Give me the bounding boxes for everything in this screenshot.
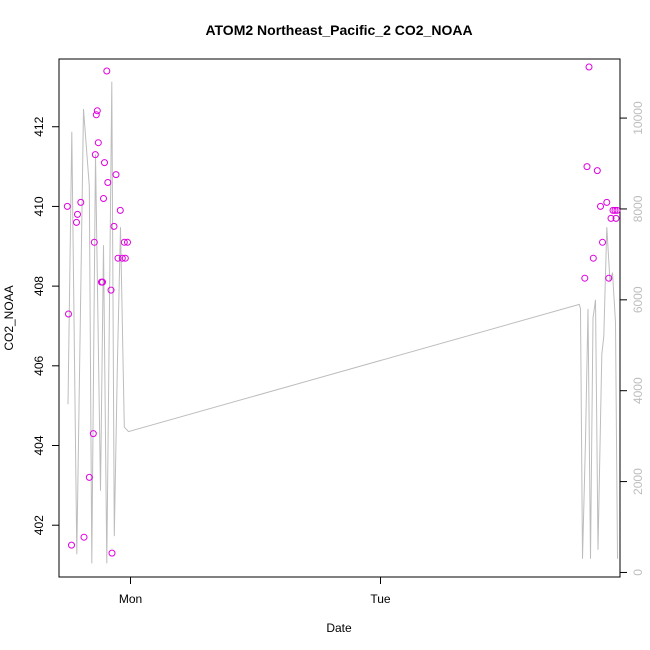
data-point [583,163,591,171]
data-point [65,310,72,318]
data-point [124,238,131,246]
data-point [108,549,116,557]
y2-tick-label: 0 [631,569,645,576]
data-point [121,254,129,262]
y-tick-label: 402 [32,515,46,535]
data-point [612,214,620,222]
data-point [103,67,111,75]
x-tick-label: Tue [370,592,391,606]
data-point [63,202,71,210]
data-point [599,238,606,246]
data-point [104,179,112,186]
y-tick-label: 406 [32,355,46,375]
data-point [605,274,613,282]
data-point [603,198,611,206]
data-point [68,541,75,549]
data-point [609,206,617,214]
y2-tick-label: 2000 [631,468,645,495]
data-point [118,254,126,262]
line-series-layer [67,81,618,564]
y-tick-label: 412 [32,116,46,136]
y2-axis: 0 2000 4000 6000 8000 10000 [620,101,645,576]
x-tick-label: Mon [119,592,142,606]
y2-tick-label: 8000 [631,195,645,222]
data-point [91,151,99,159]
data-point [116,206,124,214]
data-point [77,198,85,206]
data-point [597,202,604,210]
data-point [89,430,97,438]
data-point [112,171,120,179]
x-axis-label: Date [326,621,352,635]
chart-title: ATOM2 Northeast_Pacific_2 CO2_NOAA [205,22,472,38]
data-point [85,473,93,481]
data-point [100,195,107,202]
data-point [73,218,80,226]
y2-tick-label: 10000 [631,101,645,135]
data-point [120,238,128,246]
x-axis: Mon Tue [119,576,391,606]
data-point [90,238,98,246]
points-series-layer [63,63,621,557]
series-line-path [67,81,618,564]
y2-tick-label: 6000 [631,286,645,313]
data-point [92,111,100,119]
data-point [99,278,106,286]
data-point [581,274,589,282]
data-point [593,167,601,175]
data-point [613,206,621,214]
data-point [94,139,102,147]
data-point [101,159,108,167]
y-tick-label: 408 [32,276,46,296]
data-point [114,254,122,262]
y2-tick-label: 4000 [631,377,645,404]
y-tick-label: 410 [32,196,46,216]
data-point [607,214,615,222]
data-point [74,210,81,218]
data-point [107,286,115,294]
y-axis: 402 404 406 408 410 412 [32,116,59,535]
plot-frame [58,58,621,578]
data-point [611,206,619,214]
data-point [110,222,118,230]
y-axis-label: CO2_NOAA [2,285,16,350]
data-point [585,63,593,71]
data-point [93,107,101,115]
data-point [589,254,597,262]
data-point [80,533,88,541]
y-tick-label: 404 [32,435,46,455]
